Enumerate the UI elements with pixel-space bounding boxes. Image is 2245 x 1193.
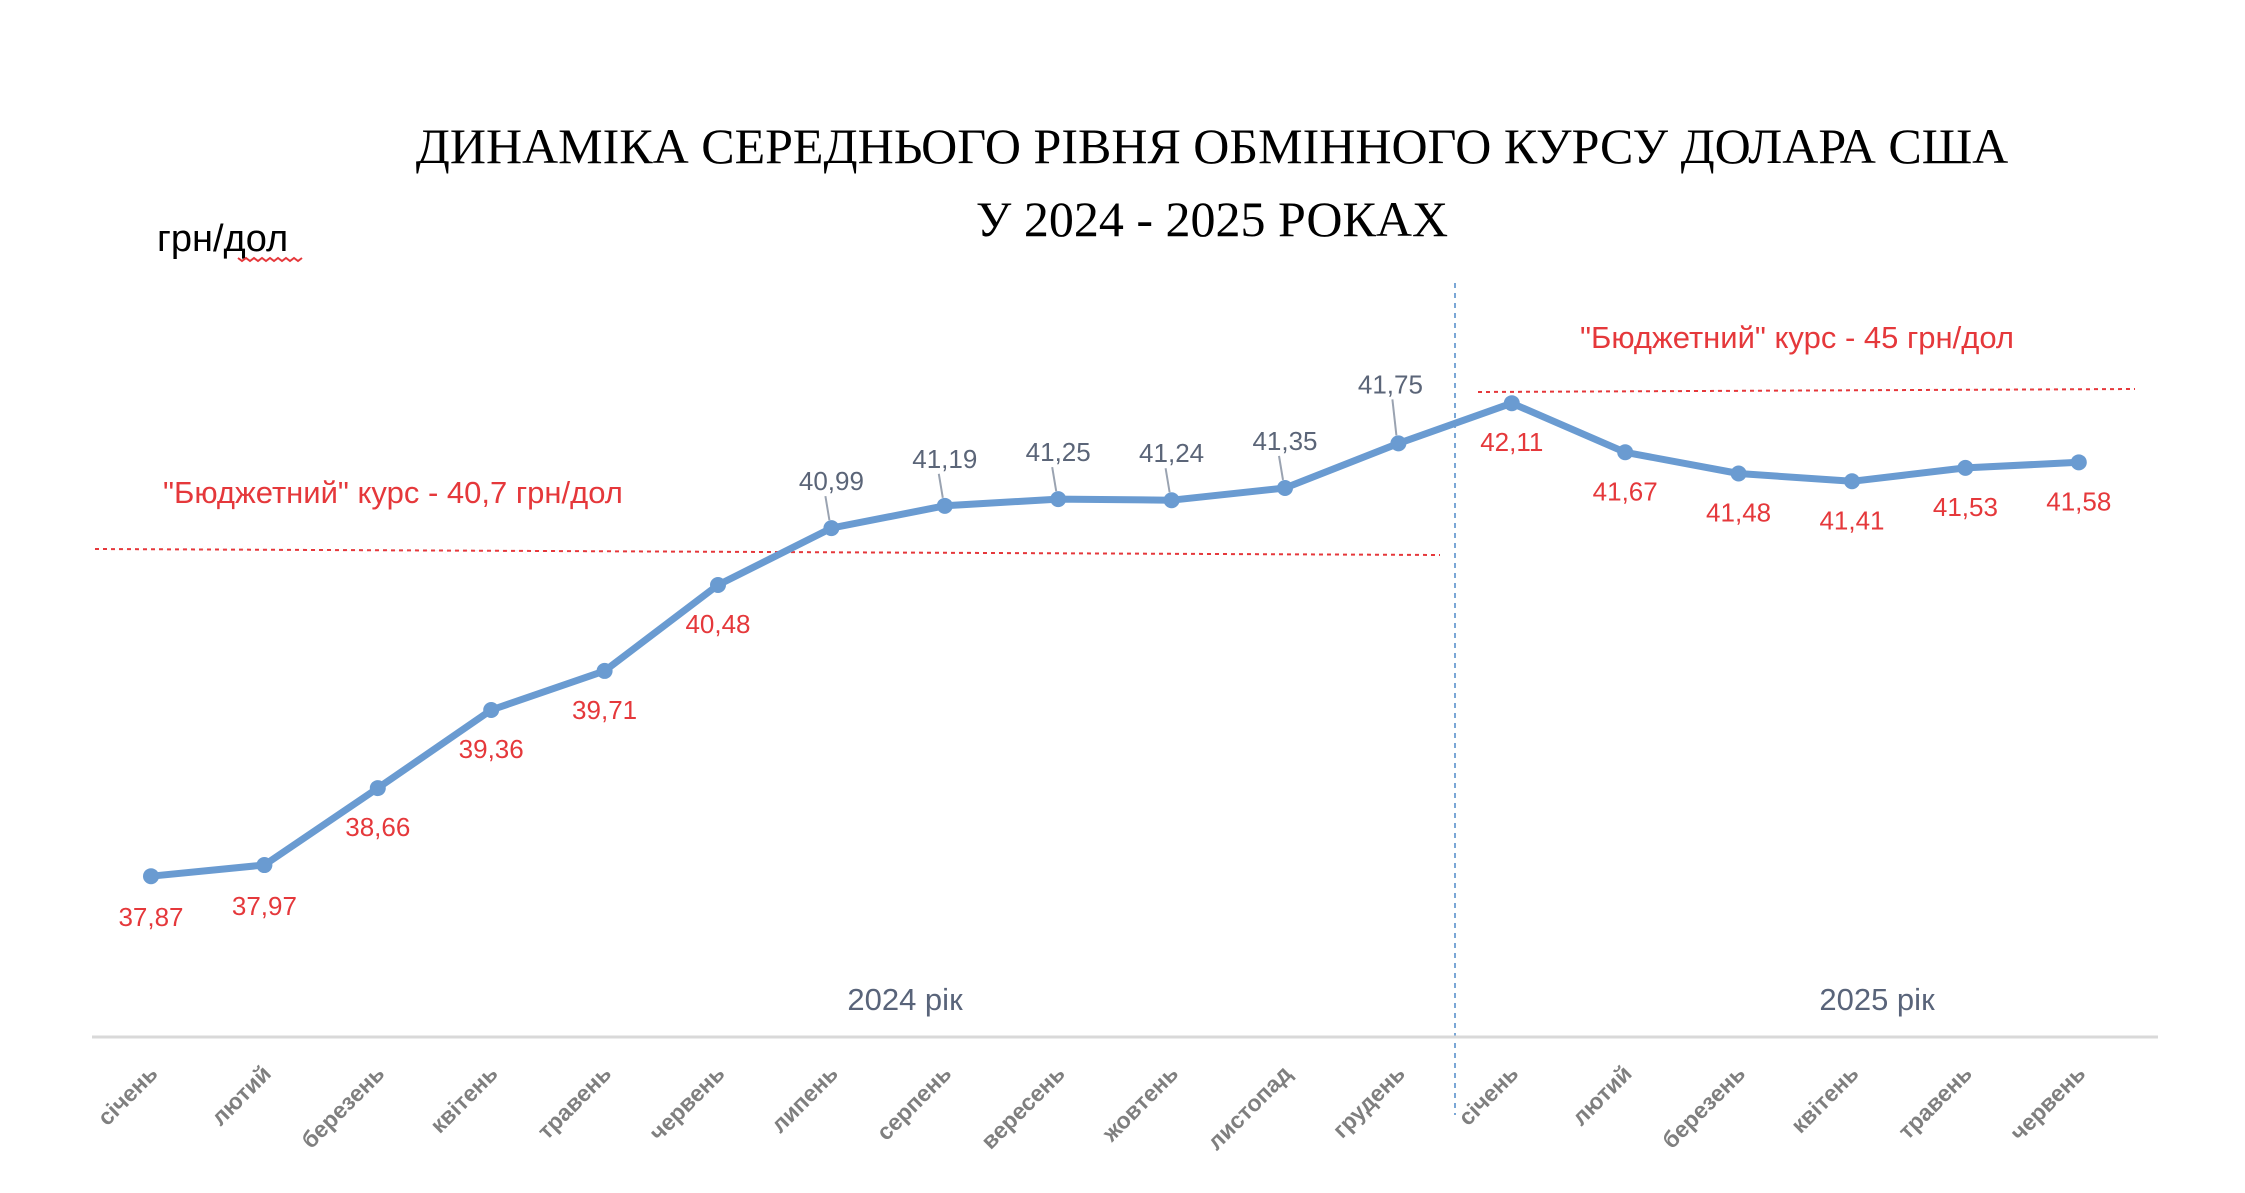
x-tick-label-14: березень xyxy=(1657,1060,1750,1153)
data-point-13 xyxy=(1617,444,1634,461)
data-point-15 xyxy=(1844,473,1860,490)
budget-line-2024 xyxy=(94,548,1441,556)
series-line xyxy=(147,399,2083,880)
x-tick-label-1: лютий xyxy=(206,1060,276,1130)
x-tick-label-9: жовтень xyxy=(1096,1060,1183,1147)
data-point-1 xyxy=(256,857,273,874)
x-tick-label-12: січень xyxy=(1453,1060,1523,1130)
y-axis-unit-label: грн/дол xyxy=(157,218,288,260)
data-label-leader-8 xyxy=(1051,466,1058,492)
data-label-1: 37,97 xyxy=(232,891,297,921)
data-label-4: 39,71 xyxy=(572,695,637,725)
data-point-5 xyxy=(710,577,726,594)
data-point-16 xyxy=(1957,459,1974,476)
x-tick-label-16: травень xyxy=(1893,1060,1977,1144)
x-tick-label-4: травень xyxy=(532,1060,616,1144)
data-label-leader-7 xyxy=(937,473,944,498)
x-tick-label-11: грудень xyxy=(1327,1060,1410,1143)
data-point-4 xyxy=(596,662,613,679)
data-point-12 xyxy=(1503,395,1520,412)
x-tick-label-7: серпень xyxy=(871,1060,956,1145)
x-tick-label-17: червень xyxy=(2005,1060,2090,1145)
data-label-10: 41,35 xyxy=(1252,426,1317,456)
data-point-2 xyxy=(369,780,386,797)
data-point-3 xyxy=(483,701,500,718)
data-label-2: 38,66 xyxy=(345,812,410,842)
x-tick-label-5: червень xyxy=(644,1060,729,1145)
x-tick-labels: січень лютий березень квітень травень червень… xyxy=(92,1060,2090,1155)
data-label-0: 37,87 xyxy=(118,902,183,932)
year-label-2025: 2025 рік xyxy=(1819,982,1935,1017)
unit-spellcheck-underline xyxy=(237,256,303,263)
data-point-14 xyxy=(1730,465,1747,482)
data-point-11 xyxy=(1390,435,1407,452)
data-point-6 xyxy=(823,520,840,537)
data-label-13: 41,67 xyxy=(1593,476,1658,506)
x-tick-label-8: вересень xyxy=(976,1060,1070,1154)
budget-rate-label-2025: "Бюджетний" курс - 45 грн/дол xyxy=(1580,320,2014,355)
data-label-17: 41,58 xyxy=(2046,486,2111,516)
data-points xyxy=(143,395,2087,885)
data-label-leader-9 xyxy=(1164,468,1171,493)
data-point-10 xyxy=(1277,479,1293,496)
year-label-2024: 2024 рік xyxy=(847,982,963,1017)
data-labels: 37,87 37,97 38,66 39,36 39,71 40,48 40,99 41,19… xyxy=(118,369,2111,932)
data-label-9: 41,24 xyxy=(1139,438,1204,468)
data-label-7: 41,19 xyxy=(912,444,977,474)
x-tick-label-13: лютий xyxy=(1567,1060,1637,1130)
data-label-15: 41,41 xyxy=(1819,505,1884,535)
chart-title-line1: ДИНАМІКА СЕРЕДНЬОГО РІВНЯ ОБМІННОГО КУРС… xyxy=(416,118,2009,174)
budget-line-2025 xyxy=(1477,388,2136,393)
x-tick-label-0: січень xyxy=(92,1060,162,1130)
data-label-16: 41,53 xyxy=(1933,492,1998,522)
data-label-11: 41,75 xyxy=(1358,369,1423,399)
x-tick-label-15: квітень xyxy=(1786,1060,1864,1138)
data-label-leader-6 xyxy=(824,495,831,521)
data-point-7 xyxy=(936,497,953,514)
data-label-6: 40,99 xyxy=(799,466,864,496)
data-label-leaders xyxy=(824,399,1398,521)
x-tick-label-6: липень xyxy=(766,1060,843,1137)
data-label-leader-10 xyxy=(1278,455,1284,481)
data-point-17 xyxy=(2070,454,2087,471)
data-point-9 xyxy=(1163,492,1180,509)
x-tick-label-2: березень xyxy=(296,1060,389,1153)
data-label-8: 41,25 xyxy=(1026,437,1091,467)
data-point-0 xyxy=(143,868,159,885)
data-label-3: 39,36 xyxy=(459,734,524,764)
budget-rate-label-2024: "Бюджетний" курс - 40,7 грн/дол xyxy=(163,475,623,510)
data-label-leader-11 xyxy=(1391,399,1398,436)
x-tick-label-3: квітень xyxy=(425,1060,503,1138)
data-point-8 xyxy=(1050,491,1067,508)
data-label-5: 40,48 xyxy=(685,609,750,639)
chart-title-line2: У 2024 - 2025 РОКАХ xyxy=(976,191,1448,247)
data-label-12: 42,11 xyxy=(1480,427,1543,457)
data-label-14: 41,48 xyxy=(1706,497,1771,527)
x-tick-label-10: листопад xyxy=(1202,1060,1297,1155)
